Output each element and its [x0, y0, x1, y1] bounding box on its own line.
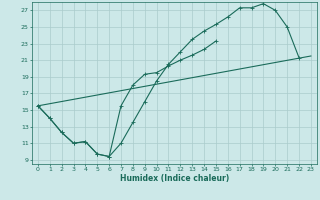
X-axis label: Humidex (Indice chaleur): Humidex (Indice chaleur) — [120, 174, 229, 183]
